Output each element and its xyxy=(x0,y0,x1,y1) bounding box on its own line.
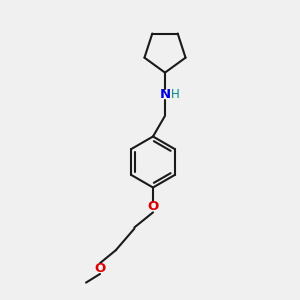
Text: O: O xyxy=(147,200,159,214)
Text: H: H xyxy=(171,88,180,101)
Text: O: O xyxy=(94,262,106,275)
Text: N: N xyxy=(159,88,171,101)
